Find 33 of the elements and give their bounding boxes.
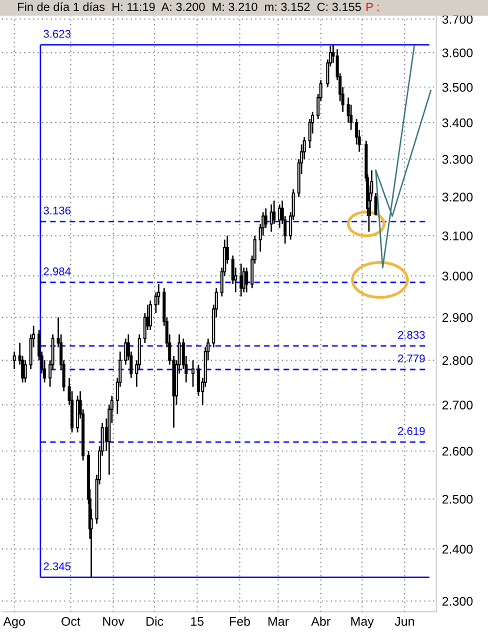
x-tick-label: May <box>351 617 374 628</box>
ref-line-label: 2.779 <box>398 354 425 362</box>
y-tick-label: 3.200 <box>442 192 473 202</box>
y-tick-label: 2.700 <box>442 400 473 410</box>
x-tick-label: Mar <box>268 617 289 626</box>
ref-line-label: 2.984 <box>44 267 71 276</box>
x-tick-label: Feb <box>230 616 250 626</box>
chart-title: Fin de día 1 días H: 11:19 A: 3.200 M: 3.210 m: 3.152 C: 3.155 <box>18 2 361 12</box>
y-tick-label: 3.600 <box>442 48 473 58</box>
y-tick-label: 3.300 <box>442 154 473 164</box>
ref-line-label: 3.136 <box>44 206 70 214</box>
y-tick-label: 2.400 <box>442 544 473 554</box>
y-tick-label: 3.400 <box>442 118 473 128</box>
y-tick-label: 2.800 <box>442 356 473 365</box>
ref-line-label: 2.619 <box>398 427 425 436</box>
y-tick-label: 3.100 <box>442 231 473 240</box>
ref-line-label: 2.833 <box>398 330 425 339</box>
y-tick-label: 2.500 <box>442 494 473 504</box>
ref-line-label: 3.623 <box>44 30 70 38</box>
ref-line-label: 2.345 <box>44 562 71 570</box>
x-tick-label: Abr <box>311 616 330 626</box>
y-tick-label: 3.000 <box>442 272 473 280</box>
x-tick-label: Nov <box>103 617 124 626</box>
y-tick-label: 2.300 <box>442 596 473 606</box>
x-tick-label: Ago <box>3 617 25 628</box>
x-tick-label: Jun <box>394 617 414 626</box>
y-tick-label: 2.600 <box>442 446 473 456</box>
text: P : <box>366 2 379 11</box>
y-tick-label: 3.500 <box>442 82 473 92</box>
x-tick-label: Dic <box>146 616 164 626</box>
x-tick-label: 15 <box>191 617 204 626</box>
y-tick-label: 2.900 <box>442 313 473 322</box>
x-tick-label: Oct <box>62 616 80 626</box>
